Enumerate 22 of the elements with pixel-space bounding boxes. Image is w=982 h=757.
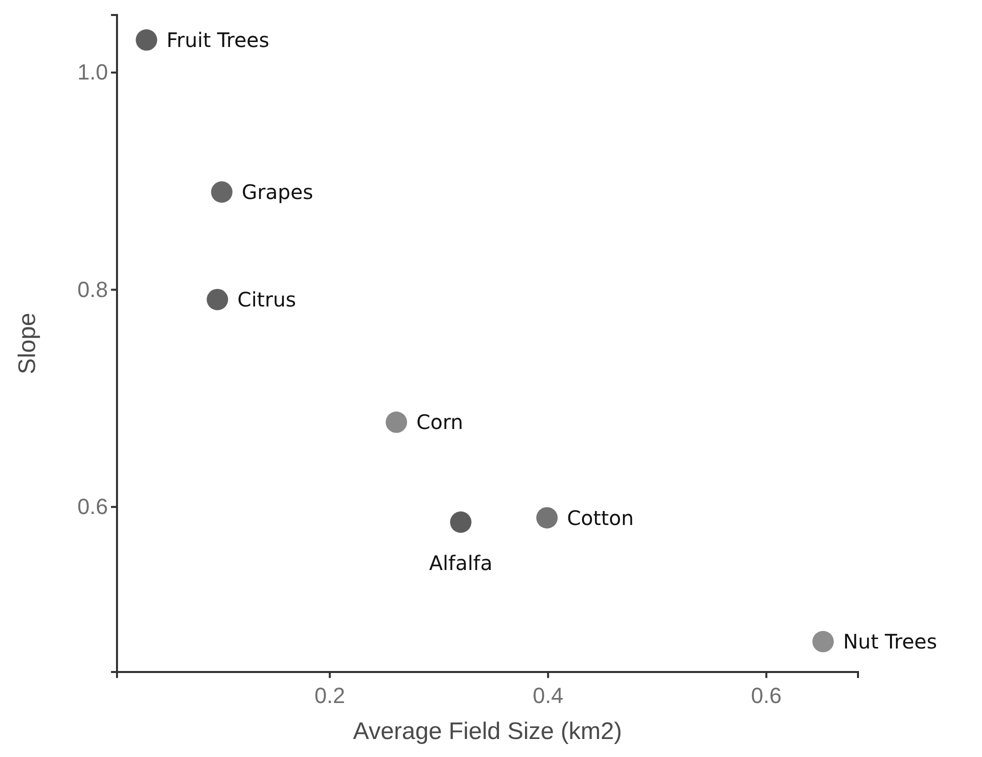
point — [386, 412, 408, 433]
annotation: Grapes — [242, 180, 314, 204]
x-axis-title: Average Field Size (km2) — [353, 718, 622, 745]
point — [812, 630, 834, 652]
x-tick-label: 0.6 — [751, 683, 782, 708]
y-tick-label: 0.6 — [77, 494, 108, 519]
point — [450, 511, 472, 533]
y-axis-title: Slope — [14, 312, 41, 374]
point — [206, 288, 228, 310]
point — [211, 181, 232, 203]
y-tick-label: 1.0 — [77, 60, 108, 85]
x-tick-label: 0.4 — [532, 683, 564, 708]
point — [536, 507, 558, 528]
annotation: Alfalfa — [429, 551, 492, 576]
point — [136, 29, 158, 51]
annotation: Nut Trees — [843, 630, 938, 654]
y-tick-label: 0.8 — [77, 276, 108, 302]
annotation: Corn — [416, 410, 464, 434]
annotation: Citrus — [237, 288, 296, 312]
annotation: Cotton — [566, 506, 634, 530]
annotation: Fruit Trees — [166, 28, 270, 52]
x-tick-label: 0.2 — [314, 683, 346, 708]
